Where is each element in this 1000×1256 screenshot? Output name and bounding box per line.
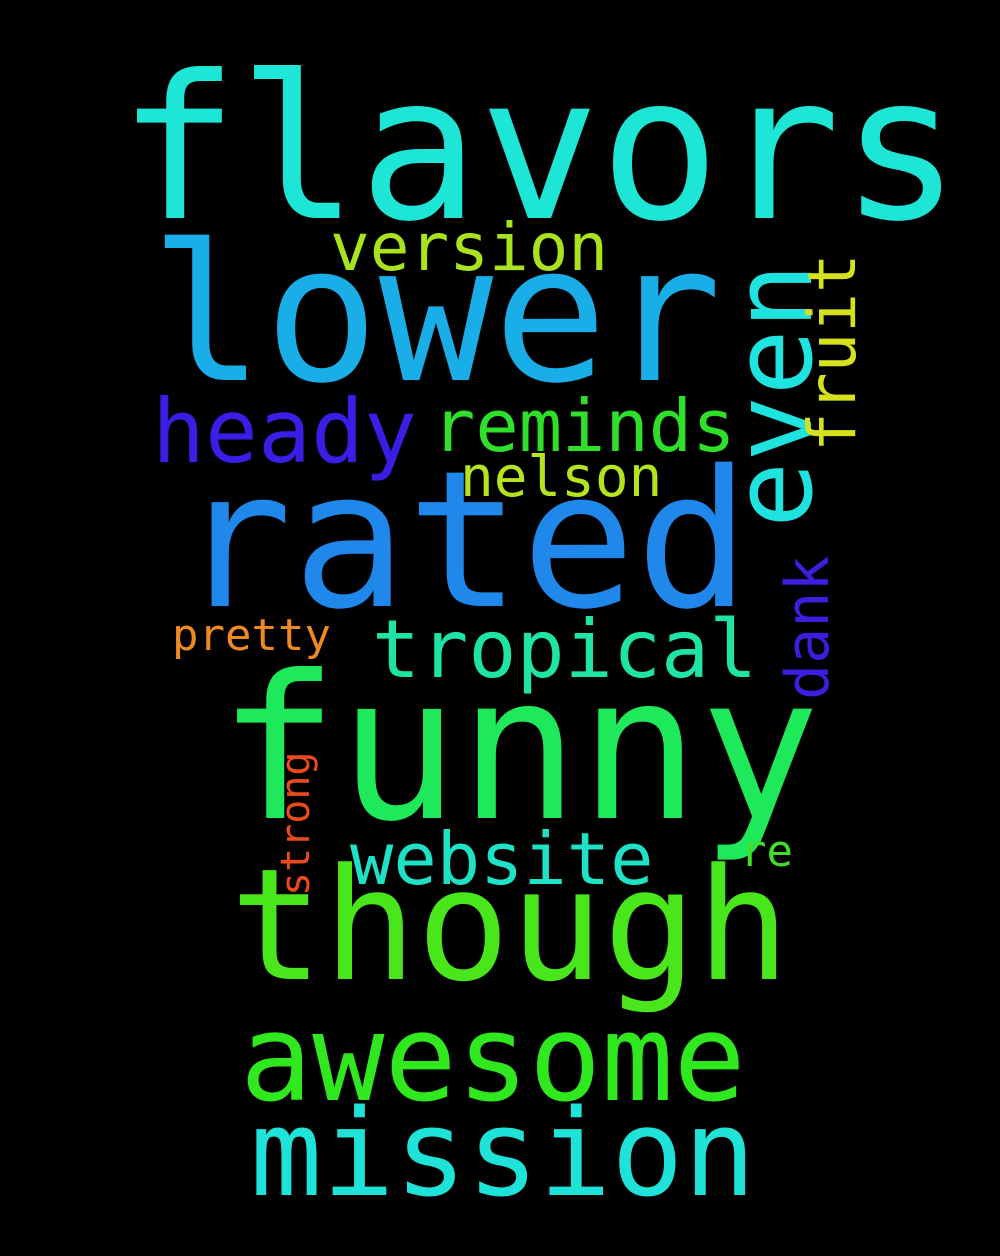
word-rated: rated [178, 430, 750, 651]
word-though: though [230, 835, 790, 1016]
word-strong: strong [273, 751, 319, 897]
word-nelson: nelson [460, 445, 663, 510]
word-heady: heady [152, 380, 417, 483]
word-funny: funny [218, 633, 821, 866]
word-version: version [330, 209, 609, 286]
word-re: re [740, 826, 793, 877]
word-website: website [350, 817, 654, 901]
word-tropical: tropical [372, 603, 758, 696]
word-dank: dank [773, 555, 843, 701]
word-reminds: reminds [432, 384, 736, 468]
word-fruit: fruit [794, 253, 871, 452]
word-flavors: flavors [118, 33, 961, 266]
word-pretty: pretty [172, 610, 331, 661]
word-awesome: awesome [240, 990, 746, 1129]
word-mission: mission [250, 1085, 756, 1224]
word-lower: lower [150, 204, 722, 425]
